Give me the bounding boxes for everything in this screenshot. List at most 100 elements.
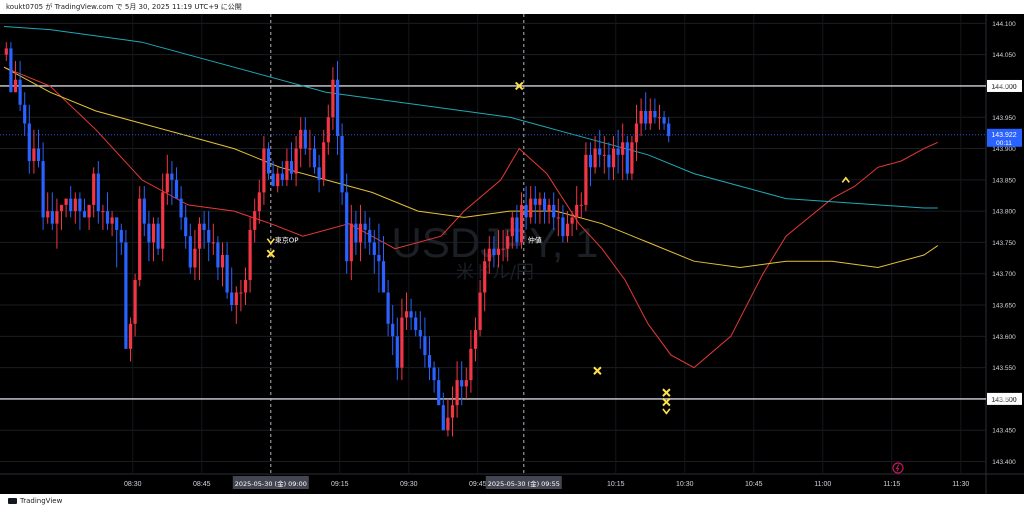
candle-body-down [588,154,593,168]
candle-body-down [303,129,307,149]
candle-body-down [418,330,422,337]
candle-body-down [184,217,188,237]
candle-body-down [207,229,211,243]
level-price-badge [987,79,1022,92]
candle-body-up [239,292,243,294]
candle-body-up [593,148,597,168]
candle-body-down [515,217,519,243]
candle-body-down [368,229,372,243]
candle-body-down [653,111,657,118]
candle-body-up [639,111,643,124]
price-tick-label: 143.850 [992,177,1016,184]
moving-average-lines [3,26,939,369]
candle-body-up [478,292,482,331]
candle-body-up [469,348,473,381]
candle-body-up [584,154,588,205]
candle-body-up [657,117,662,119]
price-tick-label: 143.650 [992,303,1016,310]
candle-body-up [630,142,634,174]
annotation-label: 仲値 [528,235,542,244]
cross-marker-icon [514,81,524,91]
horizontal-levels: 144.000 143.500 [0,79,1022,405]
candle-body-down [533,198,537,205]
candle-body-up [285,161,289,180]
candle-body-down [36,148,41,162]
candle-body-up [579,204,583,206]
candle-body-down [216,242,220,268]
candle-body-down [78,198,82,212]
candle-body-up [4,48,8,55]
ma-line-medium [3,66,939,269]
candle-body-down [317,167,321,180]
candle-body-down [662,117,666,124]
candle-body-up [455,380,459,406]
tradingview-logo-icon [8,498,17,504]
time-axis[interactable]: 08:30 08:45 09:15 09:30 09:45 10:15 10:30 10:45… [124,476,969,489]
candle-body-down [625,142,629,174]
candle-body-down [147,223,151,243]
candle-body-down [414,317,418,331]
candle-body-up [565,223,570,237]
candle-body-down [41,161,45,218]
candle-body-up [110,217,114,224]
candle-body-up [634,123,639,143]
footer-brand: TradingView [20,497,63,505]
price-axis[interactable]: 143.400 143.450 143.500 143.550 143.600 143.6… [0,21,1022,466]
price-tick-label: 143.900 [992,146,1016,153]
candle-body-down [105,211,110,224]
candle-body-down [82,211,87,218]
ma-line-fast [3,66,939,369]
candle-body-down [354,223,358,243]
chart-annotations: 東京OP 仲値 [275,235,542,244]
candle-body-up [73,198,77,212]
price-tick-label: 143.550 [992,365,1016,372]
candle-body-down [18,79,22,105]
candle-body-down [225,254,229,293]
candle-body-down [142,198,146,224]
time-tick-label: 11:15 [883,481,900,488]
candle-body-up [496,248,501,255]
candle-body-up [128,323,133,349]
candle-body-up [138,198,142,280]
ma-line-slow [3,26,938,209]
candle-body-up [446,417,450,431]
candle-body-up [257,192,261,212]
candle-body-down [409,311,413,318]
candle-body-up [483,261,487,293]
candle-body-down [340,136,344,193]
candle-body-down [542,198,547,212]
candle-body-down [266,148,271,174]
arrow-up-marker-icon [841,176,850,183]
candle-body-up [64,198,68,205]
candle-body-up [501,248,505,250]
time-tick-label: 09:30 [400,481,418,488]
candle-body-down [561,217,565,237]
alert-icon[interactable] [892,462,904,474]
candle-body-down [50,211,54,224]
publish-caption-bar: koukt0705 が TradingView.com で 5月 30, 202… [0,0,1024,14]
price-tick-label: 143.950 [992,115,1016,122]
candle-body-down [9,48,13,93]
candle-body-up [87,204,91,218]
candle-body-up [538,198,542,205]
level-price-label: 143.500 [991,397,1016,404]
candle-body-up [322,142,326,180]
candle-body-down [27,123,31,162]
time-tick-label: 10:30 [676,481,694,488]
candle-body-down [119,229,123,243]
candle-body-down [230,292,234,306]
candle-body-down [289,161,294,174]
candle-body-up [55,211,59,224]
arrow-down-marker-icon [266,238,275,245]
candle-body-up [32,148,36,162]
candle-body-up [243,279,248,293]
candle-body-down [524,204,528,218]
candle-body-up [648,111,652,124]
candle-body-down [124,242,128,349]
candle-body-up [92,173,96,205]
candle-body-down [335,79,340,137]
candle-body-up [248,229,252,280]
price-tick-label: 143.500 [992,396,1016,403]
candle-body-up [464,380,468,387]
